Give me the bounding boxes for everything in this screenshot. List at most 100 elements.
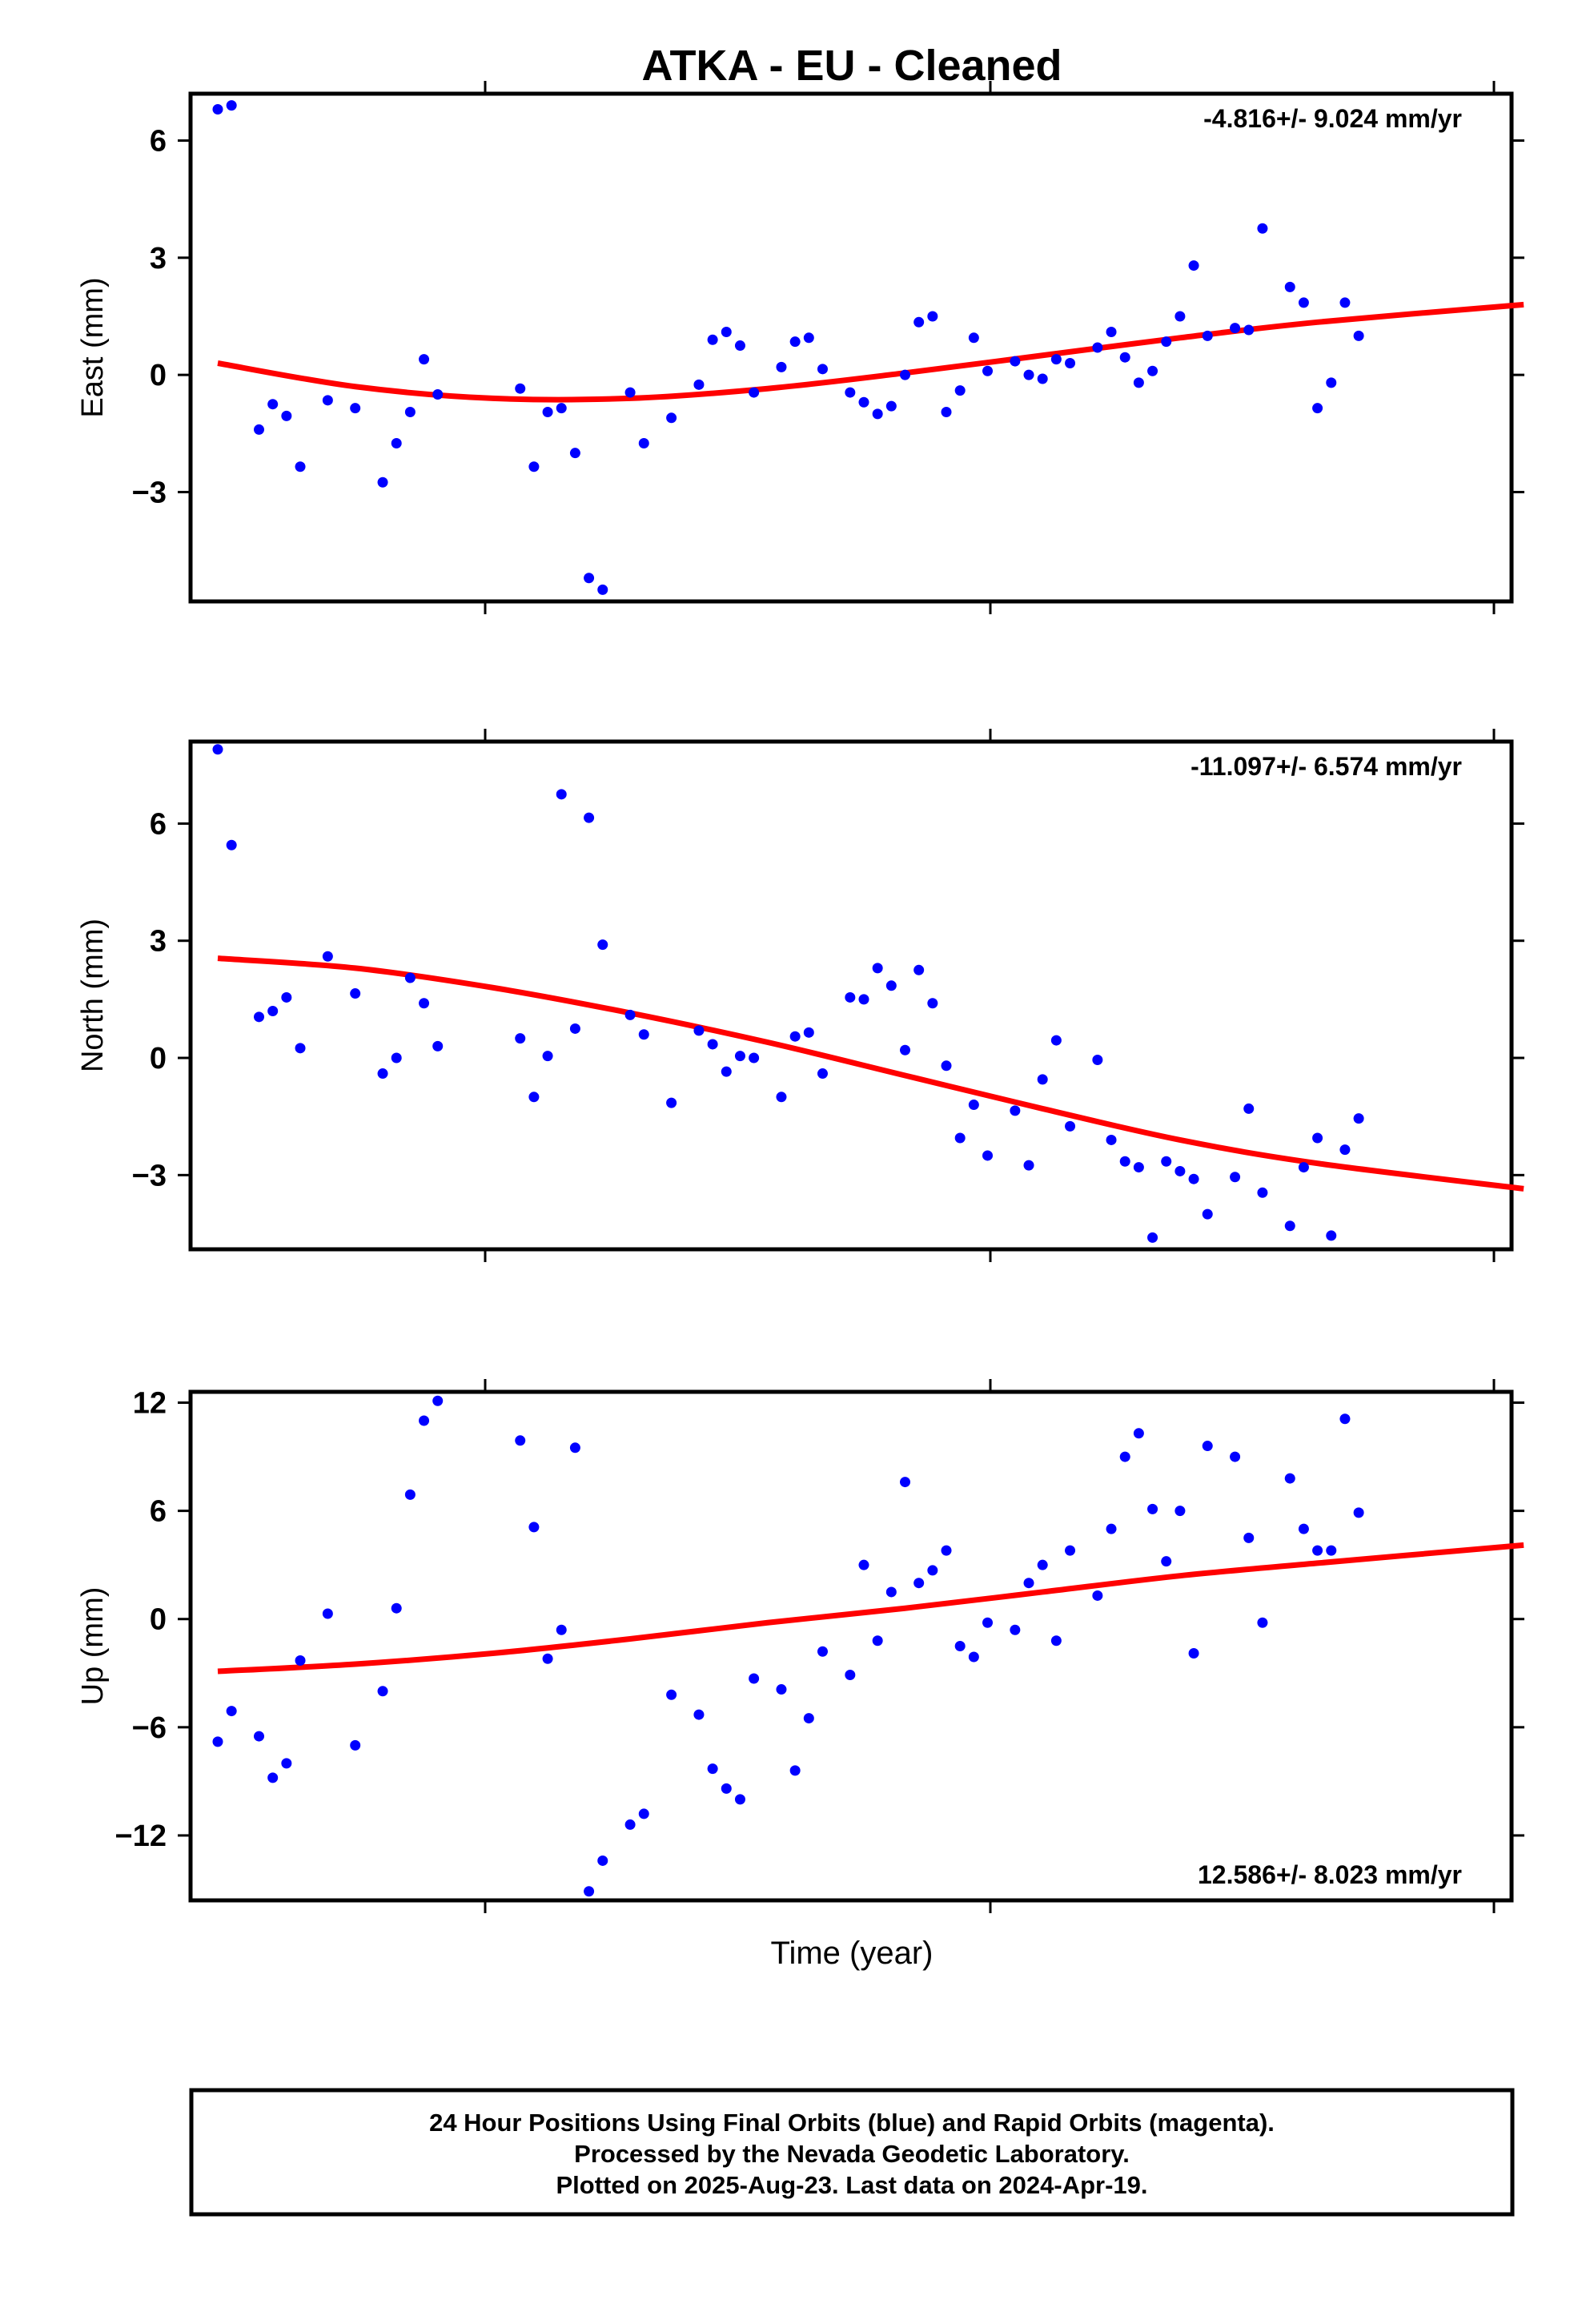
east-data-point [982, 365, 994, 376]
north-data-point [254, 1011, 265, 1023]
north-data-point [1161, 1156, 1172, 1167]
north-data-point [1065, 1120, 1076, 1132]
up-data-point [1119, 1451, 1130, 1462]
east-data-point [1174, 311, 1186, 322]
north-data-point [721, 1066, 732, 1077]
footer-box: 24 Hour Positions Using Final Orbits (bl… [189, 2088, 1515, 2217]
north-data-point [1202, 1208, 1213, 1220]
north-data-point [377, 1068, 388, 1080]
east-data-point [267, 399, 279, 410]
east-data-point [624, 387, 636, 398]
east-data-point [1326, 377, 1337, 388]
up-data-point [624, 1819, 636, 1830]
north-fit-curve [217, 955, 1524, 1192]
up-data-point [721, 1783, 732, 1794]
east-data-point [391, 437, 402, 448]
east-data-point [1353, 330, 1364, 341]
north-data-point [350, 988, 361, 999]
east-data-point [569, 448, 580, 459]
up-data-point [1037, 1559, 1048, 1570]
up-data-point [377, 1686, 388, 1697]
up-data-point [845, 1670, 856, 1681]
up-data-point [638, 1808, 649, 1819]
north-data-point [212, 744, 223, 755]
east-ytick-label: −3 [132, 476, 167, 509]
east-data-point [295, 461, 306, 472]
east-data-point [693, 379, 705, 390]
east-data-point [789, 336, 801, 348]
east-rate-annotation: -4.816+/- 9.024 mm/yr [1203, 104, 1462, 133]
east-data-point [666, 412, 677, 424]
north-data-point [1119, 1156, 1130, 1167]
up-data-point [927, 1565, 938, 1576]
east-ytick-label: 3 [150, 242, 167, 275]
east-data-point [1106, 326, 1117, 337]
east-data-point [968, 332, 979, 344]
east-data-point [584, 573, 595, 584]
north-data-point [885, 980, 897, 991]
east-data-point [528, 461, 540, 472]
north-data-point [1106, 1134, 1117, 1145]
north-data-point [528, 1092, 540, 1103]
east-data-point [226, 100, 237, 111]
up-data-point [1257, 1617, 1268, 1628]
up-data-point [982, 1617, 994, 1628]
up-data-point [1298, 1523, 1309, 1534]
up-data-point [569, 1442, 580, 1454]
east-data-point [1339, 297, 1351, 308]
up-y-axis-label: Up (mm) [76, 1587, 110, 1706]
up-rate-annotation: 12.586+/- 8.023 mm/yr [1198, 1860, 1462, 1889]
east-data-point [1147, 365, 1158, 376]
east-data-point [1284, 281, 1295, 292]
footer-frame [189, 2088, 1515, 2217]
east-data-point [1202, 330, 1213, 341]
up-data-point [322, 1608, 333, 1619]
up-data-point [295, 1655, 306, 1667]
up-data-point [913, 1578, 925, 1589]
up-data-point [817, 1646, 828, 1657]
north-data-point [817, 1068, 828, 1080]
north-data-point [1243, 1103, 1255, 1114]
up-data-point [212, 1736, 223, 1747]
east-data-point [1243, 324, 1255, 336]
east-data-point [432, 389, 444, 400]
up-data-point [1010, 1624, 1021, 1635]
north-data-point [776, 1092, 787, 1103]
north-plot-frame [188, 739, 1514, 1252]
east-data-point [1010, 356, 1021, 367]
up-data-point [1326, 1545, 1337, 1556]
east-plot-frame [188, 91, 1514, 604]
east-data-point [1023, 369, 1034, 380]
up-data-point [350, 1739, 361, 1751]
up-ytick-label: 12 [133, 1387, 167, 1421]
north-data-point [858, 994, 869, 1005]
up-data-point [749, 1673, 760, 1684]
north-data-point [419, 998, 430, 1009]
east-ytick-label: 6 [150, 125, 167, 159]
up-data-point [1188, 1648, 1199, 1659]
north-rate-annotation: -11.097+/- 6.574 mm/yr [1191, 752, 1462, 781]
up-data-point [1174, 1506, 1186, 1517]
east-data-point [254, 424, 265, 435]
north-data-point [226, 839, 237, 850]
east-ytick-label: 0 [150, 359, 167, 392]
east-data-point [1050, 354, 1062, 365]
up-data-point [597, 1855, 608, 1866]
up-data-point [885, 1586, 897, 1598]
up-data-point [693, 1709, 705, 1720]
east-data-point [419, 354, 430, 365]
east-data-point [776, 361, 787, 372]
north-data-point [693, 1025, 705, 1036]
up-data-point [1147, 1503, 1158, 1514]
east-data-point [1161, 336, 1172, 348]
east-data-point [1188, 260, 1199, 271]
east-data-point [1037, 373, 1048, 384]
panel-east: −3 0 3 6 East (mm) -4.816+/- 9.024 mm/yr [76, 81, 1524, 614]
north-data-point [872, 963, 883, 974]
north-data-point [515, 1033, 526, 1044]
north-data-point [1339, 1144, 1351, 1156]
up-data-point [707, 1763, 718, 1775]
north-data-point [1092, 1054, 1103, 1065]
north-data-point [267, 1006, 279, 1017]
